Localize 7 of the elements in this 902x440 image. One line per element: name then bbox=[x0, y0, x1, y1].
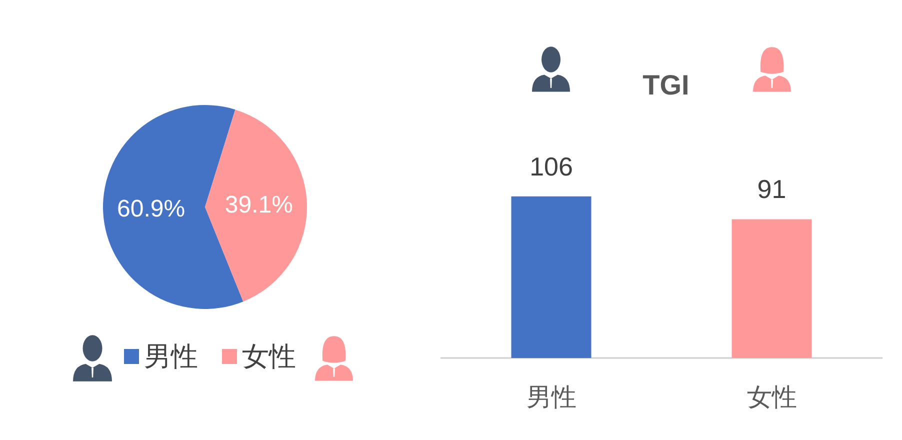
data-label: 91 bbox=[757, 174, 786, 204]
data-label: 39.1% bbox=[224, 191, 293, 218]
legend-label: 男性 bbox=[144, 342, 198, 372]
chart-title: TGI bbox=[642, 70, 690, 100]
legend-label: 女性 bbox=[242, 342, 296, 372]
data-label: 106 bbox=[530, 151, 573, 182]
data-label: 60.9% bbox=[117, 196, 186, 223]
